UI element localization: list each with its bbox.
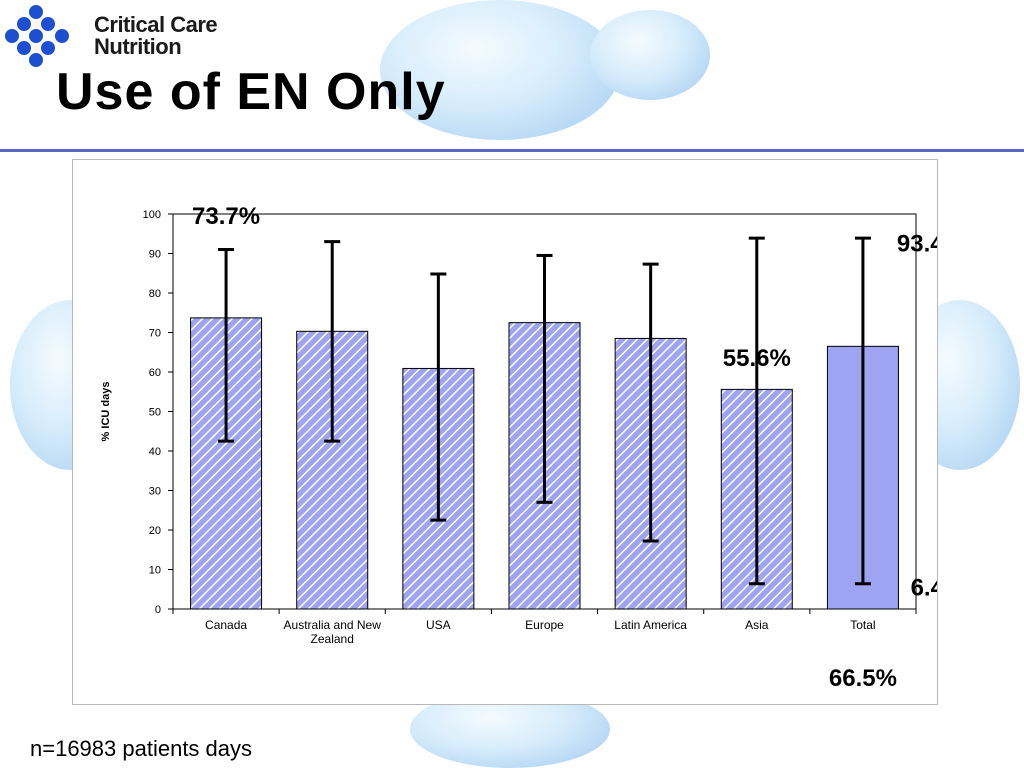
x-category-label: USA: [426, 618, 451, 632]
data-annotation: 6.4%: [911, 574, 937, 601]
data-annotation: 55.6%: [723, 345, 791, 372]
x-category-label: Latin America: [614, 618, 687, 632]
background-blob-top: [380, 0, 620, 140]
y-tick-label: 0: [155, 604, 161, 616]
y-tick-label: 40: [149, 446, 161, 458]
x-category-label: Total: [850, 618, 875, 632]
y-axis-title: % ICU days: [100, 382, 112, 442]
y-tick-label: 30: [149, 486, 161, 498]
sample-size-note: n=16983 patients days: [30, 736, 253, 761]
background-blob-top-small: [590, 10, 710, 100]
logo-line-2: Nutrition: [94, 34, 182, 59]
y-tick-label: 80: [149, 288, 161, 300]
y-tick-label: 60: [149, 367, 161, 379]
x-category-label: Zealand: [311, 632, 354, 646]
y-tick-label: 10: [149, 565, 161, 577]
x-category-label: Australia and New: [284, 618, 382, 632]
critical-care-nutrition-logo: Critical Care Nutrition: [2, 2, 222, 68]
logo-mark-icon: [5, 5, 69, 67]
y-tick-label: 70: [149, 328, 161, 340]
logo-line-1: Critical Care: [94, 12, 218, 37]
slide-title: Use of EN Only: [56, 63, 446, 121]
y-tick-label: 50: [149, 407, 161, 419]
y-tick-label: 20: [149, 525, 161, 537]
x-category-label: Asia: [745, 618, 769, 632]
x-category-label: Europe: [525, 618, 564, 632]
data-annotation: 66.5%: [829, 665, 897, 692]
bar-chart: 0 10 20 30 40 50 60 70 80 90 100 % ICU days Canada Au…: [100, 203, 937, 692]
y-tick-label: 90: [149, 249, 161, 261]
chart-container: 0 10 20 30 40 50 60 70 80 90 100 % ICU days Canada Au…: [72, 159, 938, 705]
y-tick-label: 100: [143, 209, 161, 221]
data-annotation: 93.4%: [897, 231, 937, 258]
title-divider: [0, 149, 1024, 152]
x-category-label: Canada: [205, 618, 247, 632]
logo-text: Critical Care Nutrition: [94, 14, 234, 58]
data-annotation: 73.7%: [192, 203, 260, 230]
